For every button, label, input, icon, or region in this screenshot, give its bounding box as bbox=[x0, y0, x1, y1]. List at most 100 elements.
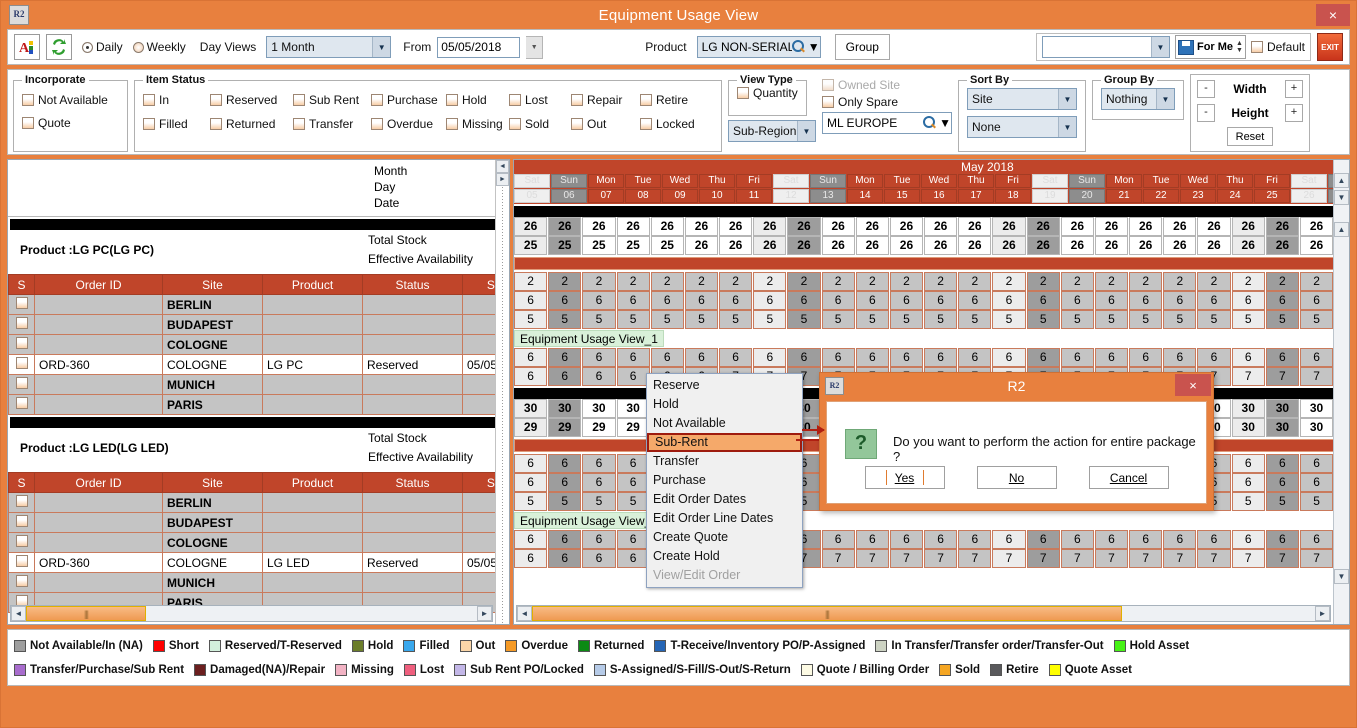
calendar-cell[interactable]: 26 bbox=[958, 217, 992, 236]
calendar-cell[interactable]: 7 bbox=[1265, 549, 1299, 568]
from-date-dropdown-icon[interactable]: ▼ bbox=[526, 35, 544, 59]
calendar-cell[interactable]: 5 bbox=[616, 492, 650, 511]
calendar-cell[interactable]: 6 bbox=[992, 348, 1026, 367]
checkbox-missing[interactable]: Missing bbox=[446, 117, 504, 131]
calendar-cell[interactable]: 6 bbox=[1163, 348, 1197, 367]
close-icon[interactable]: × bbox=[1175, 374, 1211, 396]
yes-button[interactable]: Yes bbox=[864, 466, 945, 489]
calendar-cell[interactable]: 6 bbox=[548, 454, 582, 473]
checkbox-sub-rent[interactable]: Sub Rent bbox=[293, 93, 366, 107]
calendar-cell[interactable]: 26 bbox=[514, 217, 548, 236]
column-header-product[interactable]: Product bbox=[262, 274, 363, 295]
calendar-cell[interactable]: 2 bbox=[924, 272, 958, 291]
scroll-down-icon[interactable]: ► bbox=[496, 173, 509, 186]
daily-radio[interactable]: Daily bbox=[82, 40, 123, 54]
calendar-cell[interactable]: 2 bbox=[1163, 272, 1197, 291]
product-select[interactable]: LG NON-SERIAL ▼ bbox=[696, 36, 821, 58]
calendar-cell[interactable]: 6 bbox=[582, 367, 616, 386]
calendar-cell[interactable]: 26 bbox=[924, 236, 958, 255]
column-header-product[interactable]: Product bbox=[262, 472, 363, 493]
menu-item-create-quote[interactable]: Create Quote bbox=[653, 530, 729, 544]
calendar-cell[interactable]: 5 bbox=[787, 310, 821, 329]
calendar-cell[interactable]: 30 bbox=[1231, 418, 1265, 437]
calendar-cell[interactable]: 7 bbox=[924, 549, 958, 568]
checkbox-retire[interactable]: Retire bbox=[640, 93, 688, 107]
calendar-cell[interactable]: 7 bbox=[821, 549, 855, 568]
calendar-cell[interactable]: 7 bbox=[889, 549, 924, 568]
checkbox-reserved[interactable]: Reserved bbox=[210, 93, 288, 107]
calendar-cell[interactable]: 26 bbox=[1060, 236, 1094, 255]
calendar-cell[interactable]: 7 bbox=[1299, 549, 1334, 568]
menu-item-edit-order-line-dates[interactable]: Edit Order Line Dates bbox=[653, 511, 774, 525]
calendar-cell[interactable]: 26 bbox=[889, 217, 924, 236]
column-header-status[interactable]: Status bbox=[362, 472, 463, 493]
calendar-cell[interactable]: 6 bbox=[548, 473, 582, 492]
calendar-cell[interactable]: 30 bbox=[616, 399, 650, 418]
calendar-cell[interactable]: 6 bbox=[1163, 530, 1197, 549]
from-date-input[interactable]: 05/05/2018 bbox=[437, 36, 521, 58]
width-decrease-button[interactable]: - bbox=[1197, 80, 1215, 98]
refresh-icon[interactable] bbox=[46, 34, 72, 60]
column-header-order-id[interactable]: Order ID bbox=[34, 472, 163, 493]
calendar-cell[interactable]: 26 bbox=[719, 217, 753, 236]
table-row[interactable]: ORD-360 COLOGNE LG LED Reserved 05/05/2 bbox=[8, 552, 509, 573]
calendar-cell[interactable]: 5 bbox=[1197, 310, 1231, 329]
calendar-cell[interactable]: 30 bbox=[514, 399, 548, 418]
calendar-cell[interactable]: 5 bbox=[1094, 310, 1129, 329]
calendar-cell[interactable]: 26 bbox=[684, 217, 719, 236]
calendar-cell[interactable]: 6 bbox=[1231, 530, 1265, 549]
calendar-cell[interactable]: 30 bbox=[1299, 418, 1334, 437]
calendar-cell[interactable]: 25 bbox=[514, 236, 548, 255]
scroll-up-icon[interactable]: ◄ bbox=[496, 160, 509, 173]
calendar-cell[interactable]: 5 bbox=[992, 310, 1026, 329]
calendar-cell[interactable]: 6 bbox=[924, 530, 958, 549]
row-checkbox[interactable] bbox=[15, 535, 28, 547]
calendar-cell[interactable]: 26 bbox=[1197, 217, 1231, 236]
default-checkbox[interactable]: Default bbox=[1250, 40, 1305, 54]
checkbox-hold[interactable]: Hold bbox=[446, 93, 504, 107]
calendar-cell[interactable]: 29 bbox=[582, 418, 616, 437]
calendar-cell[interactable]: 6 bbox=[548, 348, 582, 367]
table-row[interactable]: BUDAPEST bbox=[8, 314, 509, 335]
row-checkbox[interactable] bbox=[15, 515, 28, 527]
calendar-cell[interactable]: 6 bbox=[1129, 291, 1163, 310]
calendar-cell[interactable]: 6 bbox=[1163, 291, 1197, 310]
calendar-cell[interactable]: 5 bbox=[548, 310, 582, 329]
grid-horizontal-scrollbar[interactable]: ◄ ||| ► bbox=[10, 605, 493, 622]
calendar-cell[interactable]: 2 bbox=[684, 272, 719, 291]
height-increase-button[interactable]: + bbox=[1285, 104, 1303, 122]
calendar-cell[interactable]: 6 bbox=[787, 348, 821, 367]
column-header-s[interactable]: S bbox=[8, 274, 35, 295]
calendar-cell[interactable]: 5 bbox=[855, 310, 889, 329]
calendar-cell[interactable]: 6 bbox=[1265, 454, 1299, 473]
calendar-cell[interactable]: 25 bbox=[548, 236, 582, 255]
calendar-cell[interactable]: 6 bbox=[616, 367, 650, 386]
calendar-cell[interactable]: 29 bbox=[548, 418, 582, 437]
calendar-cell[interactable]: 5 bbox=[958, 310, 992, 329]
menu-item-hold[interactable]: Hold bbox=[653, 397, 679, 411]
calendar-cell[interactable]: 26 bbox=[616, 217, 650, 236]
calendar-cell[interactable]: 25 bbox=[616, 236, 650, 255]
font-settings-icon[interactable]: A bbox=[14, 34, 40, 60]
calendar-cell[interactable]: 6 bbox=[514, 367, 548, 386]
calendar-cell[interactable]: 6 bbox=[1060, 291, 1094, 310]
calendar-cell[interactable]: 7 bbox=[1265, 367, 1299, 386]
exit-button[interactable]: EXIT bbox=[1317, 33, 1343, 61]
calendar-cell[interactable]: 6 bbox=[1060, 348, 1094, 367]
calendar-cell[interactable]: 2 bbox=[650, 272, 684, 291]
checkbox-only-spare[interactable]: Only Spare bbox=[822, 95, 952, 109]
calendar-cell[interactable]: 7 bbox=[1129, 549, 1163, 568]
no-button[interactable]: No bbox=[976, 466, 1057, 489]
calendar-cell[interactable]: 6 bbox=[821, 530, 855, 549]
calendar-cell[interactable]: 2 bbox=[992, 272, 1026, 291]
checkbox-locked[interactable]: Locked bbox=[640, 117, 695, 131]
calendar-cell[interactable]: 5 bbox=[1265, 492, 1299, 511]
day-views-select[interactable]: 1 Month ▼ bbox=[266, 36, 392, 58]
spinner-icon[interactable]: ▲ ▼ bbox=[1236, 40, 1243, 54]
calendar-cell[interactable]: 5 bbox=[650, 310, 684, 329]
group-by-select[interactable]: Nothing ▼ bbox=[1101, 88, 1175, 110]
calendar-cell[interactable]: 26 bbox=[582, 217, 616, 236]
row-checkbox[interactable] bbox=[15, 297, 28, 309]
column-header-site[interactable]: Site bbox=[162, 274, 263, 295]
row-checkbox[interactable] bbox=[15, 317, 28, 329]
